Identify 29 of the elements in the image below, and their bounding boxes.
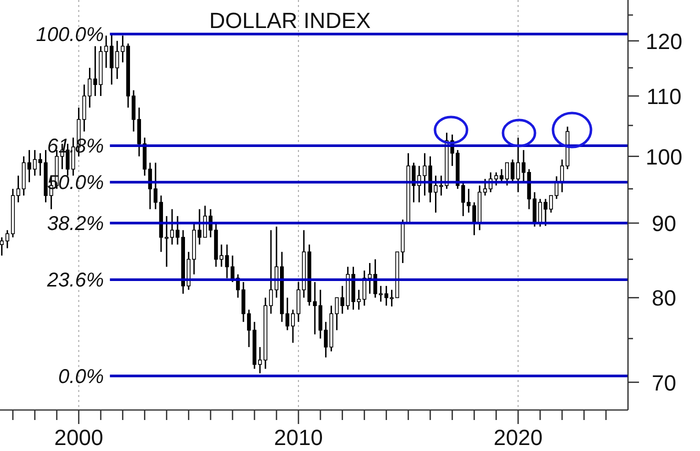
candlestick xyxy=(466,188,471,214)
candlestick xyxy=(93,45,98,97)
candlestick xyxy=(115,40,120,80)
candlestick xyxy=(434,174,438,214)
y-tick-label: 100 xyxy=(646,144,682,170)
candlestick xyxy=(439,174,444,196)
annotation: 23.6% xyxy=(46,270,104,292)
y-tick-label: 120 xyxy=(646,28,682,54)
annotation: 38.2% xyxy=(47,213,104,236)
y-tick-label: 110 xyxy=(646,84,682,109)
candlestick xyxy=(422,152,427,196)
candlestick xyxy=(27,149,32,183)
candlestick xyxy=(334,296,339,331)
chart-title: DOLLAR INDEX xyxy=(209,8,372,33)
x-tick-label: 2020 xyxy=(494,425,543,450)
candlestick xyxy=(5,229,10,249)
annotation: 100.0% xyxy=(36,24,104,46)
candlestick xyxy=(356,289,361,310)
y-tick-label: 80 xyxy=(652,286,676,311)
y-tick-label: 70 xyxy=(652,370,676,396)
candlestick xyxy=(88,67,92,108)
candlestick xyxy=(38,152,42,176)
annotation: 0.0% xyxy=(58,366,104,388)
candlestick xyxy=(384,285,388,306)
x-tick-label: 2000 xyxy=(54,425,104,450)
candlestick xyxy=(82,84,86,132)
y-tick-label: 90 xyxy=(652,211,676,236)
candlestick xyxy=(32,149,37,176)
x-tick-label: 2010 xyxy=(274,425,323,450)
